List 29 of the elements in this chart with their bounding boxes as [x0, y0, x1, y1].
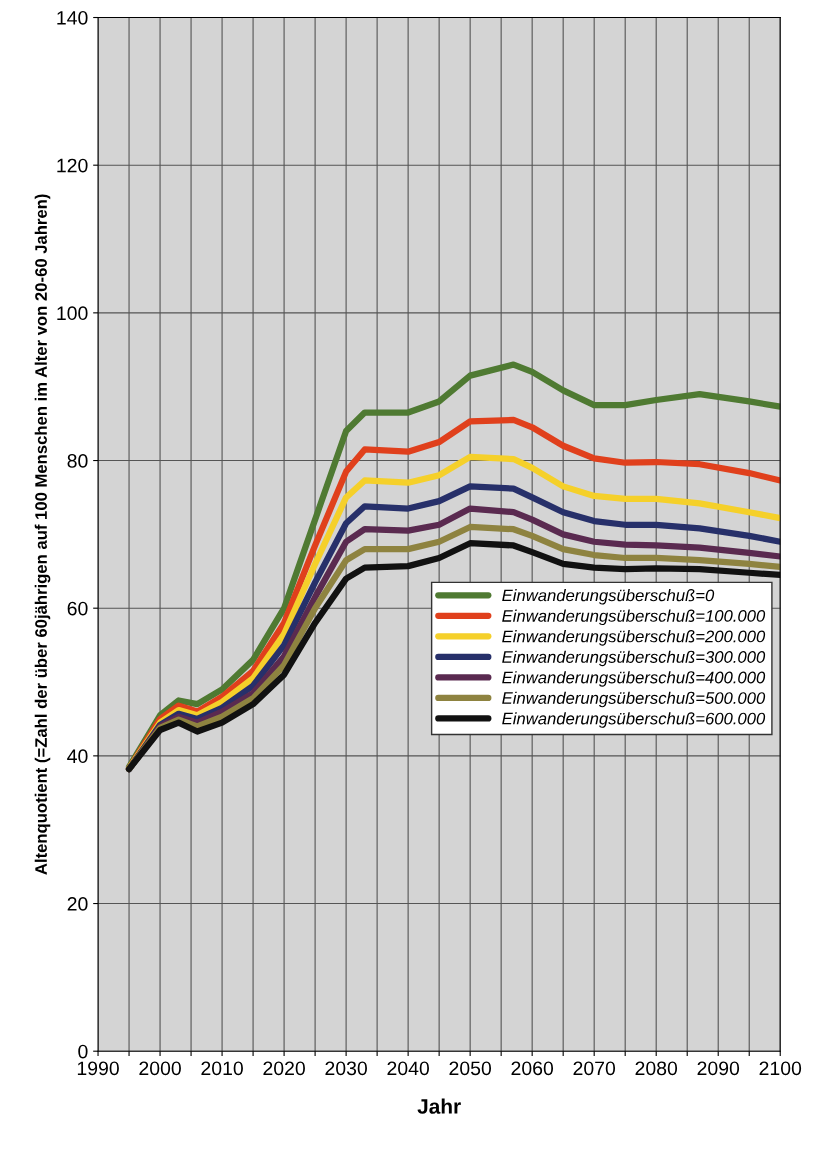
- y-tick-label: 120: [57, 158, 88, 173]
- y-tick-label: 140: [57, 10, 88, 25]
- x-tick-label: 1990: [77, 1061, 119, 1076]
- legend-label: Einwanderungsüberschuß=100.000: [502, 609, 766, 626]
- x-tick-label: 2060: [511, 1061, 554, 1076]
- legend-label: Einwanderungsüberschuß=600.000: [502, 712, 766, 728]
- x-tick-label: 2090: [697, 1061, 740, 1076]
- y-tick-label: 0: [78, 1044, 88, 1059]
- y-tick-label: 40: [67, 749, 88, 764]
- legend-label: Einwanderungsüberschuß=500.000: [502, 691, 766, 708]
- y-tick-label: 80: [67, 453, 88, 468]
- x-tick-label: 2100: [759, 1061, 802, 1076]
- y-tick-label: 20: [67, 897, 88, 911]
- x-tick-label: 2080: [635, 1061, 678, 1076]
- x-tick-label: 2000: [139, 1061, 181, 1076]
- legend-label: Einwanderungsüberschuß=0: [502, 589, 715, 605]
- x-tick-label: 2050: [449, 1061, 492, 1076]
- y-tick-label: 100: [57, 306, 88, 321]
- legend-label: Einwanderungsüberschuß=400.000: [502, 671, 766, 687]
- x-tick-label: 2040: [387, 1061, 429, 1076]
- legend-label: Einwanderungsüberschuß=300.000: [502, 650, 766, 667]
- x-tick-label: 2020: [263, 1061, 305, 1076]
- x-tick-label: 2010: [201, 1061, 243, 1076]
- x-axis-title: Jahr: [417, 1098, 461, 1114]
- y-axis-title: Altenquotient (=Zahl der über 60jährigen auf 100 Menschen im Alter von 20-60 Jahren): [34, 194, 51, 875]
- x-tick-label: 2030: [325, 1061, 367, 1076]
- x-tick-label: 2070: [573, 1061, 616, 1076]
- legend-label: Einwanderungsüberschuß=200.000: [502, 630, 766, 646]
- y-tick-label: 60: [67, 601, 88, 616]
